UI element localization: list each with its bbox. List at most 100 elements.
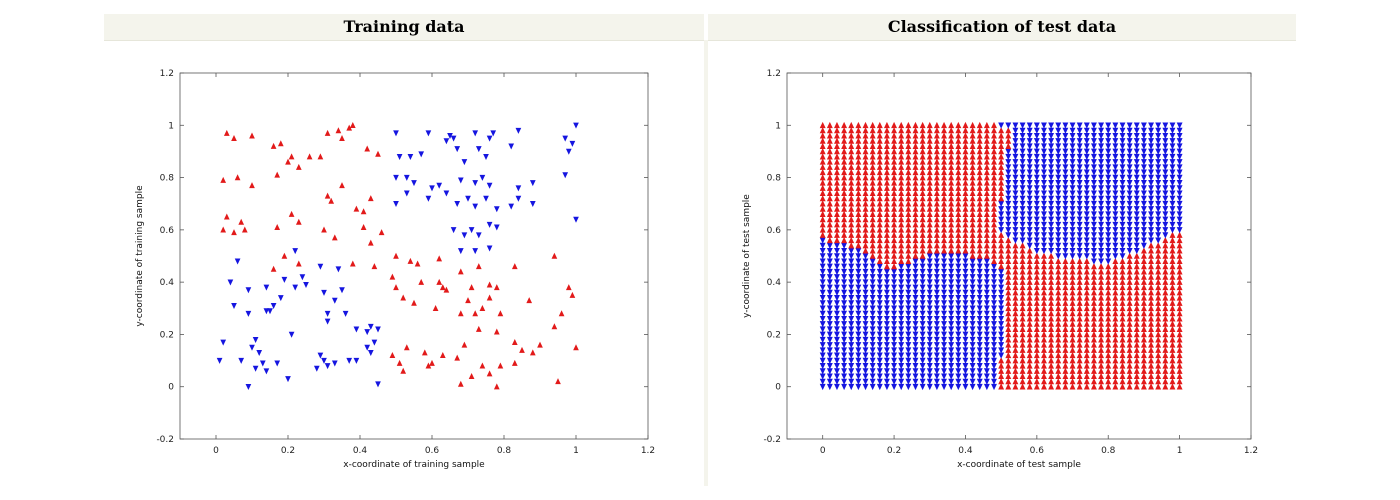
class-b-test-point [1112,127,1119,134]
class-a-test-point [1055,310,1062,317]
class-a-test-point [1155,336,1162,343]
class-a-test-point [1148,367,1155,374]
class-b-test-point [1069,174,1076,181]
class-b-test-point [1148,148,1155,155]
class-a-test-point [933,121,940,129]
class-b-test-point [819,336,826,344]
class-b-test-point [1112,164,1119,171]
class-a-point [454,354,461,361]
class-a-test-point [1076,336,1083,343]
class-a-point [400,294,407,301]
class-a-test-point [998,158,1005,165]
class-b-test-point [1126,211,1133,218]
class-b-test-point [991,342,997,349]
class-a-point [367,195,374,202]
class-b-point [321,357,327,364]
class-a-test-point [1005,142,1012,149]
class-b-test-point [891,315,898,323]
class-a-test-point [948,127,955,134]
class-b-test-point [855,305,862,312]
class-b-test-point [912,305,919,312]
class-a-test-point [912,242,919,249]
class-b-test-point [855,326,862,333]
class-b-test-point [1012,143,1019,150]
class-b-test-point [848,368,855,375]
class-b-test-point [1176,221,1183,229]
class-a-test-point [841,231,848,238]
class-b-test-point [862,383,869,391]
class-b-point [339,287,345,294]
class-a-point [486,370,493,377]
class-a-test-point [1155,299,1162,306]
class-b-test-point [1019,237,1026,244]
class-a-test-point [1069,362,1076,369]
class-b-test-point [1148,190,1155,197]
class-b-test-point [1140,148,1147,155]
class-a-test-point [1155,367,1162,374]
class-b-test-point [834,274,840,281]
class-a-test-point [969,163,976,170]
class-a-test-point [969,121,976,129]
class-b-test-point [1162,138,1169,145]
class-b-test-point [1155,148,1162,155]
class-b-test-point [1019,180,1026,187]
class-b-test-point [912,295,919,302]
class-b-test-point [1033,138,1040,145]
class-b-test-point [1069,148,1076,155]
class-b-test-point [1041,148,1047,155]
class-b-test-point [1133,227,1140,234]
class-a-test-point [1019,367,1026,374]
class-a-test-point [1076,310,1083,317]
class-b-test-point [1126,190,1133,197]
class-a-test-point [1048,357,1055,364]
class-b-test-point [1005,190,1012,197]
class-b-test-point [1083,159,1090,166]
class-a-test-point [1083,367,1090,374]
class-b-test-point [876,331,883,338]
class-b-point [472,180,479,187]
class-b-test-point [1119,253,1126,260]
class-a-test-point [834,210,840,217]
class-b-test-point [1012,206,1019,213]
class-b-point [472,130,479,137]
class-a-test-point [1133,252,1140,259]
class-a-point [486,281,493,288]
class-b-test-point [998,342,1005,349]
y-tick-label: 1.2 [767,69,781,79]
class-a-test-point [1112,325,1119,332]
class-b-test-point [933,289,940,297]
class-b-test-point [1162,159,1169,166]
class-b-test-point [1126,180,1133,187]
class-a-test-point [1176,294,1183,301]
class-b-test-point [1005,180,1012,187]
class-a-test-point [1176,383,1183,390]
class-a-test-point [869,168,876,176]
class-a-point [465,297,471,304]
class-b-test-point [848,342,855,349]
class-a-test-point [1126,320,1133,327]
class-a-test-point [962,132,969,139]
class-b-test-point [1083,232,1090,239]
class-a-test-point [912,142,919,149]
class-b-test-point [883,336,890,344]
class-b-test-point [1126,232,1133,239]
class-a-test-point [834,142,840,149]
class-b-test-point [1076,138,1083,145]
class-b-test-point [1176,227,1183,234]
class-a-test-point [841,179,848,186]
class-a-test-point [1041,378,1047,385]
class-a-test-point [1091,263,1097,270]
class-a-test-point [855,121,862,129]
class-b-test-point [1026,221,1033,229]
class-a-test-point [876,174,883,181]
class-b-test-point [1176,132,1183,140]
class-a-test-point [926,189,933,197]
y-tick-label: 0.4 [767,278,782,288]
class-b-point [475,146,482,153]
class-b-test-point [883,321,890,328]
class-a-test-point [926,221,933,228]
class-a-test-point [1055,378,1062,385]
class-a-test-point [955,200,962,207]
class-b-test-point [1105,122,1112,129]
class-b-test-point [919,310,926,317]
